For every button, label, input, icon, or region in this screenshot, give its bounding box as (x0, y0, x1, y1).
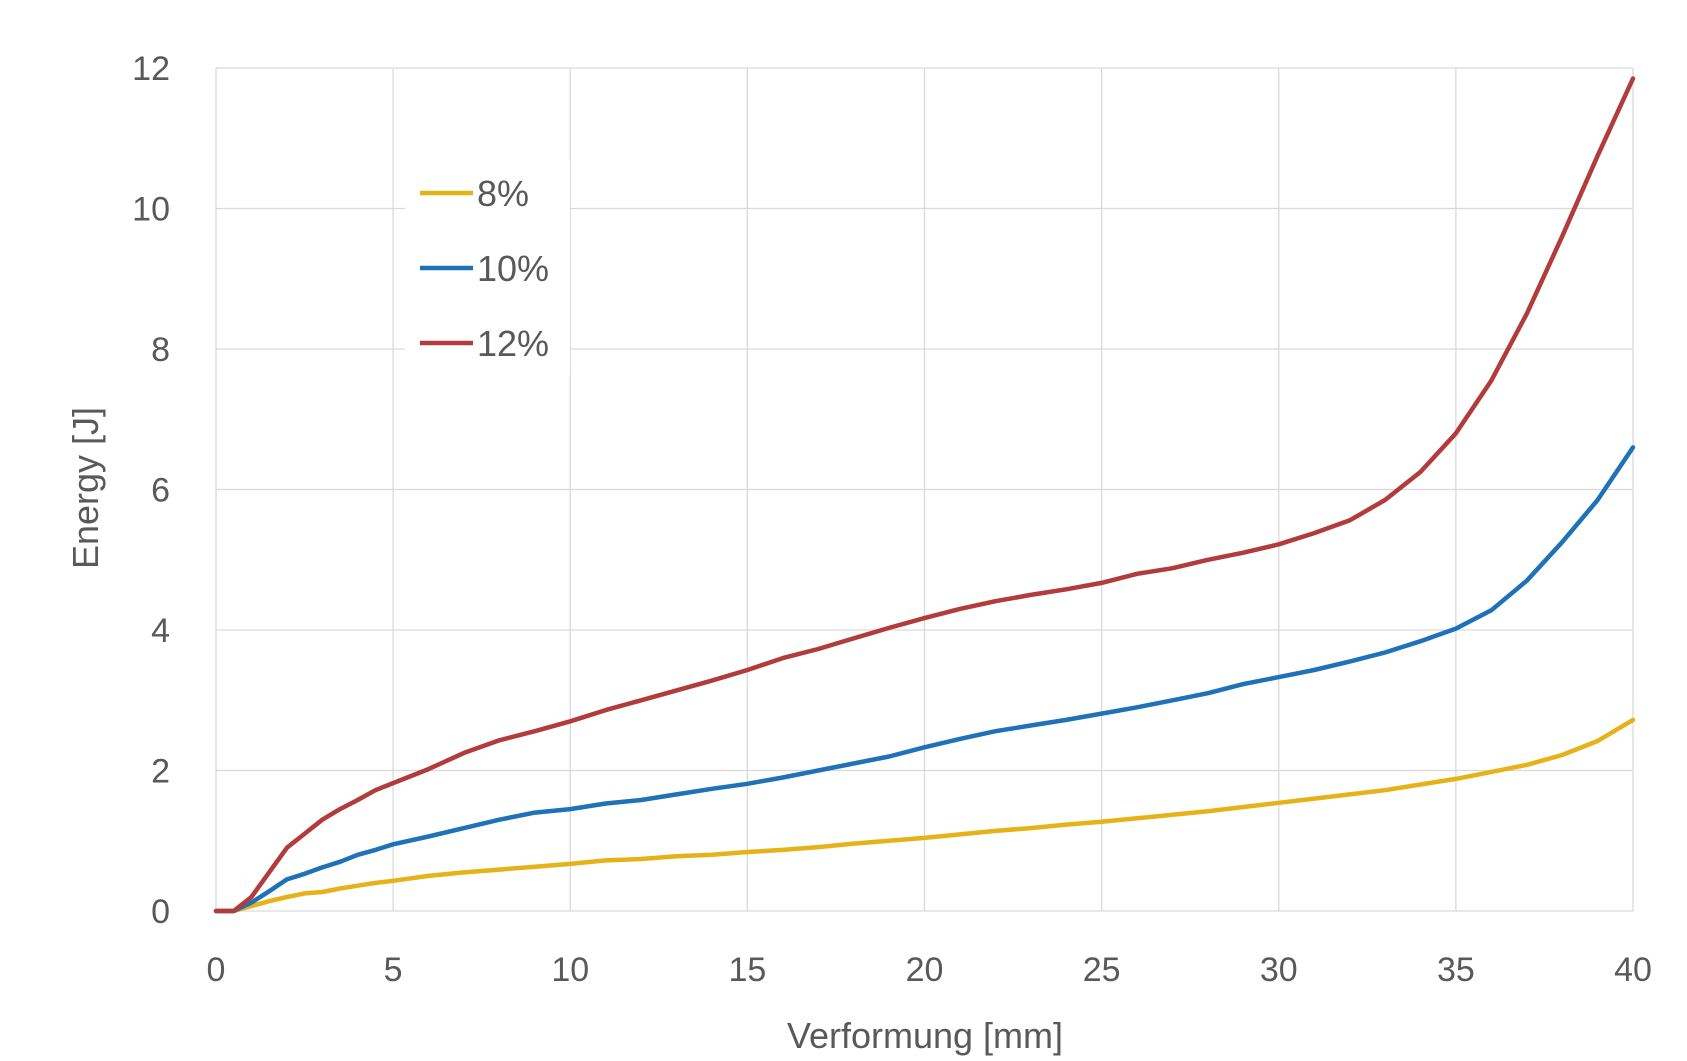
legend-label: 12% (477, 323, 549, 364)
legend-item: 8% (420, 173, 529, 214)
legend-label: 8% (477, 173, 529, 214)
x-tick-label: 30 (1260, 951, 1298, 989)
x-tick-label: 20 (906, 951, 944, 989)
series-line-8pct (213, 717, 1636, 914)
y-axis-tick-labels: 0 2 4 6 8 10 12 (132, 50, 170, 931)
x-tick-label: 25 (1083, 951, 1121, 989)
x-tick-label: 10 (551, 951, 589, 989)
series-line-12pct (213, 76, 1636, 914)
y-tick-label: 0 (151, 893, 170, 931)
x-tick-label: 5 (384, 951, 403, 989)
legend: 8% 10% 12% (405, 160, 570, 375)
y-tick-label: 10 (132, 191, 170, 229)
y-tick-label: 12 (132, 50, 170, 88)
y-tick-label: 2 (151, 753, 170, 791)
x-tick-label: 15 (728, 951, 766, 989)
y-tick-label: 4 (151, 612, 170, 650)
x-tick-label: 35 (1437, 951, 1475, 989)
y-tick-label: 8 (151, 331, 170, 369)
legend-item: 10% (420, 248, 549, 289)
y-axis-title: Energy [J] (65, 407, 106, 569)
x-axis-tick-labels: 0 5 10 15 20 25 30 35 40 (207, 951, 1652, 989)
series-line-10pct (213, 445, 1636, 914)
y-tick-label: 6 (151, 472, 170, 510)
x-tick-label: 0 (207, 951, 226, 989)
x-axis-title: Verformung [mm] (787, 1015, 1063, 1056)
legend-label: 10% (477, 248, 549, 289)
x-tick-label: 40 (1614, 951, 1652, 989)
legend-item: 12% (420, 323, 549, 364)
series-lines (213, 76, 1636, 914)
